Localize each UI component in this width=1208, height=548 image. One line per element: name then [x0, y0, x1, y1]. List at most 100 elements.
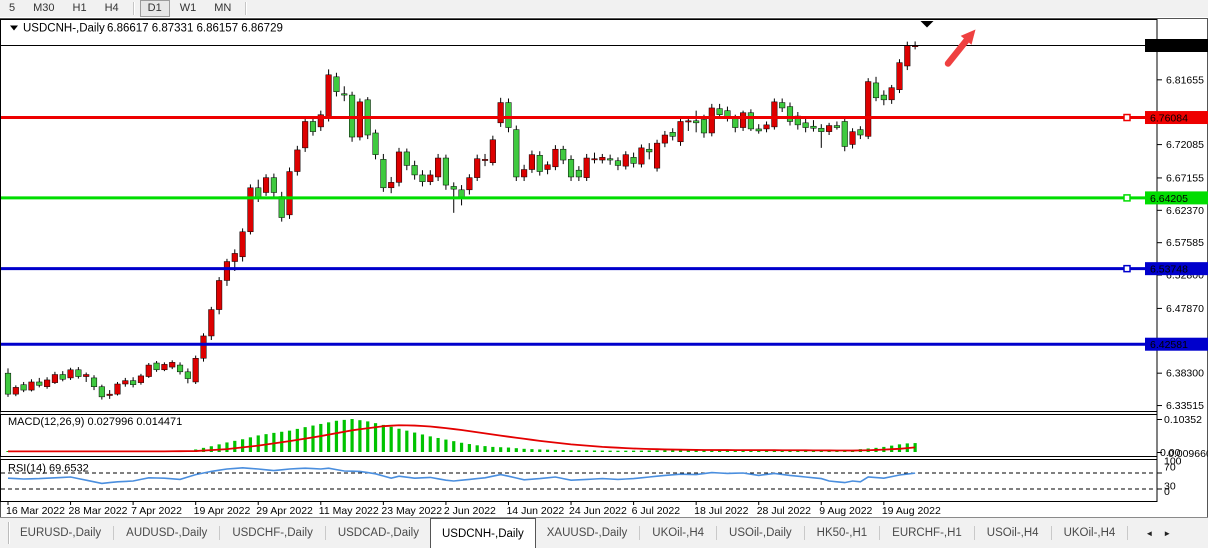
- candle-body: [223, 261, 231, 281]
- candle-body: [388, 182, 395, 189]
- candle-body: [51, 374, 58, 383]
- candle-body: [192, 358, 199, 383]
- current-price-label: 6.86729: [1150, 41, 1188, 53]
- candle-body: [302, 121, 309, 149]
- candle-body: [263, 177, 270, 193]
- tab-xauusd-daily[interactable]: XAUUSD-,Daily: [546, 527, 628, 539]
- candle-body: [888, 87, 895, 101]
- macd-bar: [616, 450, 620, 452]
- macd-bar: [444, 439, 448, 452]
- tab-usdcad-daily[interactable]: USDCAD-,Daily: [337, 527, 419, 539]
- candle-body: [826, 125, 833, 132]
- candle-body: [20, 384, 27, 391]
- timeframe-m30-button[interactable]: M30: [33, 2, 55, 14]
- tab-ukoil-h4[interactable]: UKOil-,H4: [1063, 527, 1116, 539]
- trend-arrow-shaft[interactable]: [944, 37, 970, 67]
- candle-body: [779, 102, 786, 109]
- macd-bar: [592, 450, 597, 452]
- candle-body: [395, 151, 403, 183]
- macd-bar: [538, 449, 542, 452]
- macd-bar: [334, 420, 339, 452]
- candle-body: [317, 114, 324, 128]
- toolbar-separator: [132, 2, 134, 15]
- candle-body: [536, 155, 543, 172]
- date-label: 18 Jul 2022: [694, 505, 748, 517]
- candle-body: [708, 107, 715, 134]
- rsi-axis-label: 0: [1164, 486, 1170, 498]
- rsi-label: RSI(14) 69.6532: [8, 463, 89, 475]
- chart-canvas[interactable]: USDCNH-,Daily 6.86617 6.87331 6.86157 6.8…: [0, 17, 1208, 518]
- macd-bar: [459, 442, 464, 452]
- candle-body: [403, 151, 410, 166]
- date-label: 19 Apr 2022: [194, 505, 251, 517]
- tab-usdcnh-daily[interactable]: USDCNH-,Daily: [429, 518, 536, 548]
- timeframe-mn-button[interactable]: MN: [214, 2, 232, 14]
- macd-bar: [671, 450, 675, 452]
- candle-body: [341, 93, 348, 96]
- tab-usdchf-daily[interactable]: USDCHF-,Daily: [232, 527, 313, 539]
- candle-body: [4, 372, 12, 395]
- candle-body: [505, 102, 512, 128]
- tab-audusd-daily[interactable]: AUDUSD-,Daily: [126, 527, 208, 539]
- chart-dropdown-triangle-icon[interactable]: [10, 25, 18, 31]
- timeframe-m5-button[interactable]: 5: [9, 2, 16, 14]
- candle-body: [865, 81, 872, 137]
- macd-bar: [436, 437, 440, 452]
- price-tick-label: 6.81655: [1166, 74, 1204, 86]
- tab-usoil-daily[interactable]: USOil-,Daily: [729, 527, 792, 539]
- candle-body: [36, 381, 43, 386]
- macd-bar: [241, 439, 245, 452]
- tabbar-left-edge: [8, 522, 9, 544]
- tab-separator: [639, 526, 641, 540]
- date-label: 16 Mar 2022: [6, 505, 65, 517]
- candle-body: [513, 129, 520, 178]
- hline-price-1-label: 6.64205: [1150, 193, 1188, 205]
- candle-body: [481, 159, 489, 161]
- candle-body: [693, 120, 700, 124]
- macd-bar: [780, 450, 784, 452]
- macd-bar: [405, 430, 409, 452]
- tab-eurchf-h1[interactable]: EURCHF-,H1: [892, 527, 962, 539]
- tab-eurusd-daily[interactable]: EURUSD-,Daily: [20, 527, 102, 539]
- hline-handle[interactable]: [1123, 264, 1131, 273]
- tab-scroll-left-icon[interactable]: ◄: [1145, 528, 1154, 538]
- candle-body: [286, 171, 293, 216]
- price-tick-label: 6.47870: [1166, 303, 1204, 315]
- macd-bar: [342, 419, 346, 452]
- macd-bar: [811, 450, 816, 452]
- price-tick-label: 6.33515: [1166, 400, 1204, 412]
- timeframe-w1-button[interactable]: W1: [179, 2, 197, 14]
- tab-scroll-right-icon[interactable]: ►: [1163, 528, 1172, 538]
- hline-price-2-label: 6.53748: [1150, 264, 1188, 276]
- candle-body: [661, 134, 668, 144]
- date-label: 24 Jun 2022: [569, 505, 627, 517]
- candle-body: [114, 383, 121, 395]
- tab-separator: [324, 526, 326, 540]
- hline-handle[interactable]: [1123, 113, 1131, 122]
- macd-bar: [389, 426, 393, 452]
- timeframe-h1-button[interactable]: H1: [72, 2, 87, 14]
- candle-body: [427, 174, 434, 182]
- macd-bar: [569, 450, 573, 452]
- tab-hk50-h1[interactable]: HK50-,H1: [816, 527, 868, 539]
- macd-bar: [796, 450, 800, 452]
- macd-bar: [373, 423, 378, 452]
- trend-arrow-head-icon[interactable]: [960, 29, 976, 45]
- tab-ukoil-h4[interactable]: UKOil-,H4: [652, 527, 705, 539]
- candle-body: [740, 112, 747, 128]
- timeframe-h4-button[interactable]: H4: [104, 2, 119, 14]
- candle-body: [685, 120, 692, 123]
- candle-body: [122, 380, 129, 385]
- candle-body: [872, 82, 880, 99]
- hline-handle[interactable]: [1123, 194, 1131, 202]
- macd-bar: [741, 450, 745, 452]
- candle-body: [294, 149, 301, 172]
- candle-body: [583, 157, 590, 178]
- candle-body: [646, 148, 653, 153]
- tab-usoil-h4[interactable]: USOil-,H4: [986, 527, 1039, 539]
- macd-bar: [475, 445, 479, 452]
- timeframe-d1-button[interactable]: D1: [139, 0, 170, 17]
- candle-body: [231, 253, 238, 262]
- macd-bar: [663, 450, 667, 452]
- macd-bar: [577, 450, 581, 452]
